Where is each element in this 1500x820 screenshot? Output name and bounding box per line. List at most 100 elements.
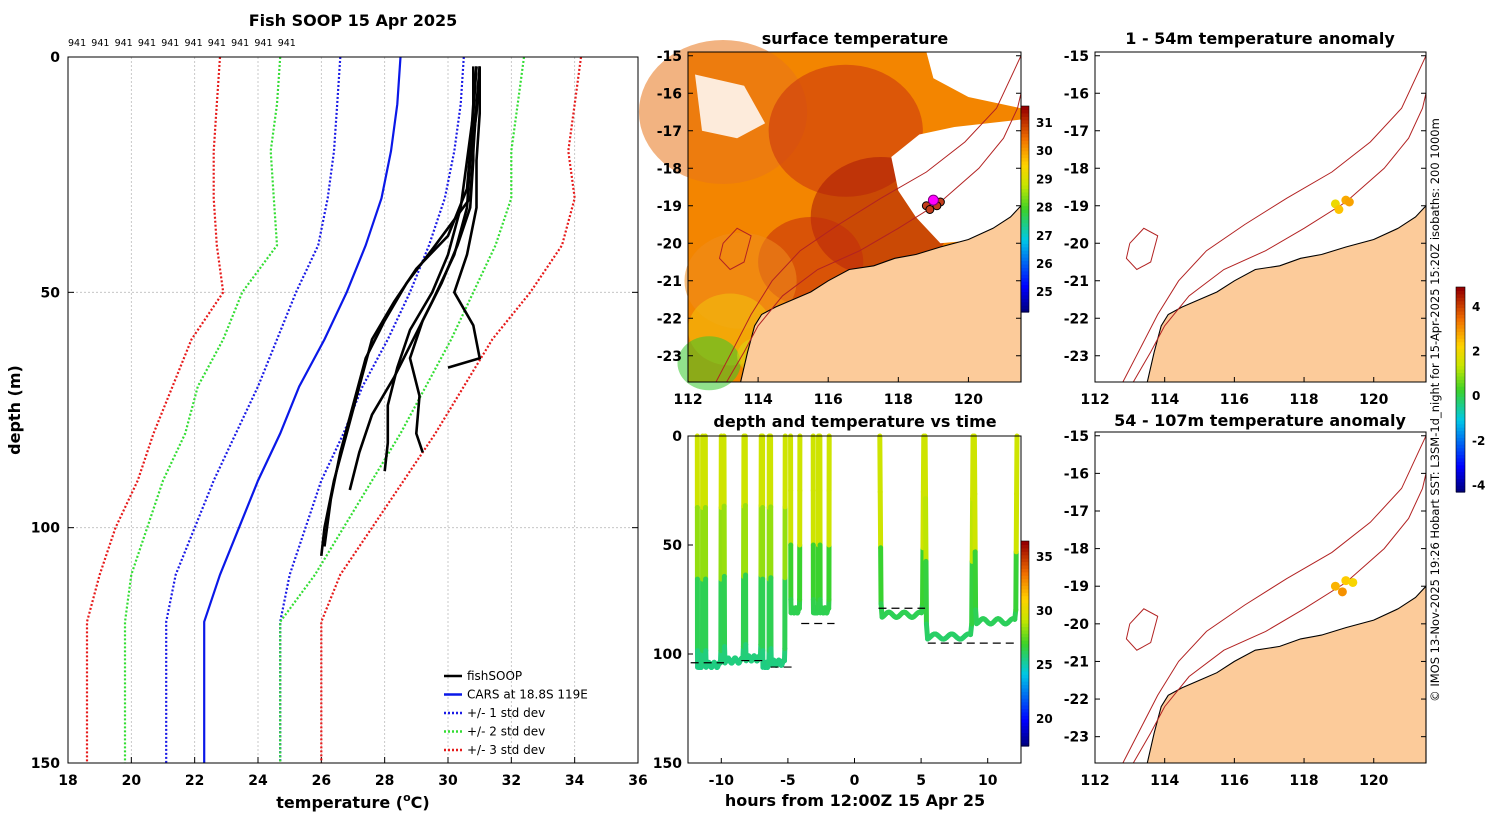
timeseries-colorbar-cell [1021, 554, 1029, 559]
sst-colorbar-cell [1021, 191, 1029, 196]
legend-label: fishSOOP [467, 669, 522, 683]
map-y-tick-label: -15 [1064, 429, 1089, 445]
anomaly-colorbar-cell [1456, 485, 1465, 490]
anomaly-colorbar-cell [1456, 355, 1465, 360]
anomaly-colorbar-cell [1456, 287, 1465, 292]
sst-colorbar-cell [1021, 116, 1029, 121]
sst-colorbar-tick-label: 31 [1036, 116, 1053, 130]
timeseries-x-axis-label: hours from 12:00Z 15 Apr 25 [725, 791, 985, 810]
sst-colorbar-cell [1021, 239, 1029, 244]
sst-colorbar-cell [1021, 222, 1029, 227]
anomaly-colorbar-cell [1456, 375, 1465, 380]
timeseries-title: depth and temperature vs time [713, 412, 996, 431]
anomaly-colorbar-cell [1456, 382, 1465, 387]
sst-colorbar-cell [1021, 263, 1029, 268]
timeseries-colorbar-cell [1021, 612, 1029, 617]
sst-colorbar-cell [1021, 160, 1029, 165]
profile-panel: 18 20 22 24 26 28 30 32 34 36 0 50 100 150 Fish SOOP 1… [5, 11, 648, 812]
sst-colorbar-cell [1021, 126, 1029, 131]
timeseries-y-tick-label: 0 [672, 429, 682, 445]
shoal-contour [1125, 227, 1159, 271]
profile-series-line [447, 66, 482, 369]
sst-colorbar-cell [1021, 281, 1029, 286]
sst-colorbar-cell [1021, 243, 1029, 248]
timeseries-colorbar-cell [1021, 551, 1029, 556]
sst-colorbar-cell [1021, 195, 1029, 200]
isobath-200m [1132, 473, 1427, 764]
anomaly-colorbar-cell [1456, 464, 1465, 469]
timeseries-colorbar-cell [1021, 698, 1029, 703]
anomaly-map-top: -15 -16 -17 -18 -19 -20 -21 -22 -23 112 114 116 118 1… [1064, 29, 1427, 408]
anomaly-colorbar-cell [1456, 386, 1465, 391]
timeseries-y-tick-label: 100 [653, 647, 682, 663]
sst-colorbar-cell [1021, 167, 1029, 172]
sst-colorbar-cell [1021, 150, 1029, 155]
anomaly-colorbar-cell [1456, 416, 1465, 421]
map-y-tick-label: -17 [1064, 504, 1089, 520]
map-y-tick-label: -22 [1064, 311, 1089, 327]
map-x-tick-label: 116 [1220, 773, 1249, 789]
sst-colorbar-cell [1021, 215, 1029, 220]
profile-x-tick-label: 28 [375, 773, 394, 789]
sst-colorbar-cell [1021, 109, 1029, 114]
sst-colorbar-cell [1021, 274, 1029, 279]
map-y-tick-label: -18 [1064, 161, 1089, 177]
anomaly-point [1337, 587, 1347, 597]
legend-label: +/- 3 std dev [467, 743, 545, 757]
sst-colorbar-cell [1021, 106, 1029, 111]
anomaly-colorbar-cell [1456, 461, 1465, 466]
timeseries-colorbar-cell [1021, 653, 1029, 658]
sst-colorbar-cell [1021, 174, 1029, 179]
sst-colorbar-cell [1021, 246, 1029, 251]
timeseries-colorbar-cell [1021, 640, 1029, 645]
sst-colorbar-cell [1021, 212, 1029, 217]
timeseries-colorbar-cell [1021, 660, 1029, 665]
anomaly-colorbar-cell [1456, 399, 1465, 404]
map-y-tick-label: -16 [1064, 86, 1089, 102]
sst-colorbar-cell [1021, 291, 1029, 296]
sst-colorbar-cell [1021, 301, 1029, 306]
profile-x-tick-label: 26 [312, 773, 331, 789]
profile-x-label-main: temperature ( [276, 793, 403, 812]
sst-colorbar-cell [1021, 229, 1029, 234]
map-x-tick-label: 112 [1080, 392, 1109, 408]
anomaly-colorbar-cell [1456, 451, 1465, 456]
profile-x-tick-label: 18 [58, 773, 77, 789]
timeseries-colorbar-cell [1021, 595, 1029, 600]
profile-top-label: 941 [254, 38, 272, 49]
sst-colorbar-cell [1021, 305, 1029, 310]
anomaly-point [1348, 577, 1358, 587]
sst-colorbar-cell [1021, 294, 1029, 299]
anomaly-colorbar-cell [1456, 430, 1465, 435]
map-y-tick-label: -19 [1064, 199, 1089, 215]
anomaly-colorbar-cell [1456, 300, 1465, 305]
map-y-tick-label: -22 [657, 311, 682, 327]
map-x-tick-label: 114 [1150, 773, 1179, 789]
timeseries-colorbar-cell [1021, 582, 1029, 587]
map-x-tick-label: 116 [814, 392, 843, 408]
sst-colorbar-cell [1021, 136, 1029, 141]
anomaly-colorbar-cell [1456, 437, 1465, 442]
timeseries-colorbar-cell [1021, 732, 1029, 737]
sst-colorbar-tick-label: 30 [1036, 144, 1053, 158]
timeseries-colorbar-cell [1021, 592, 1029, 597]
isobath-200m [726, 93, 1022, 383]
timeseries-colorbar-cell [1021, 544, 1029, 549]
timeseries-colorbar-cell [1021, 667, 1029, 672]
map-axes-box [1094, 51, 1427, 383]
anomaly-point [1334, 205, 1344, 214]
timeseries-colorbar-cell [1021, 681, 1029, 686]
anomaly-colorbar-cell [1456, 341, 1465, 346]
anomaly-colorbar-cell [1456, 317, 1465, 322]
anomaly-colorbar-cell [1456, 345, 1465, 350]
shoal-contour [718, 227, 752, 271]
map-y-tick-label: -17 [657, 124, 682, 140]
profile-title: Fish SOOP 15 Apr 2025 [249, 11, 458, 30]
profile-series-line [279, 56, 526, 763]
sst-colorbar-cell [1021, 147, 1029, 152]
sst-colorbar-cell [1021, 257, 1029, 262]
timeseries-colorbar-cell [1021, 708, 1029, 713]
timeseries-colorbar-cell [1021, 599, 1029, 604]
timeseries-colorbar-cell [1021, 735, 1029, 740]
